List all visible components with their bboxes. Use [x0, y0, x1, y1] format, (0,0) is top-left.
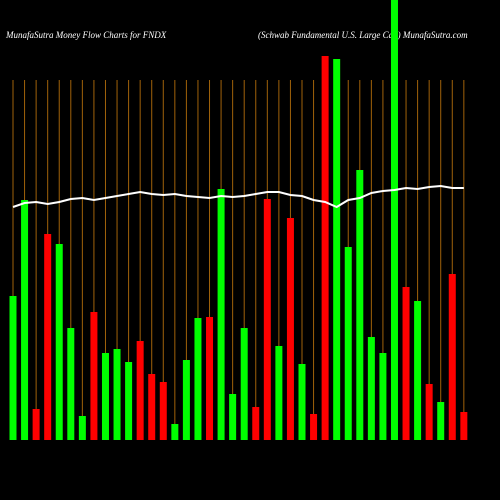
bar [460, 412, 468, 440]
bar [159, 382, 167, 440]
bar [344, 247, 352, 440]
bar [390, 0, 398, 440]
bar [90, 312, 98, 440]
chart-title: MunafaSutra Money Flow Charts for FNDX [5, 30, 167, 40]
bar [206, 317, 214, 440]
bar [252, 407, 260, 440]
bar [437, 402, 445, 440]
bar [275, 346, 283, 440]
bar [101, 353, 109, 440]
bar [171, 424, 179, 440]
bar [136, 341, 144, 440]
bar [298, 364, 306, 440]
bar [286, 218, 294, 440]
bar [44, 234, 52, 440]
bar [379, 353, 387, 440]
bar [263, 199, 271, 440]
bar [310, 414, 318, 440]
bar [333, 59, 341, 440]
bar [125, 362, 133, 440]
bar [217, 189, 225, 440]
bar [21, 200, 29, 440]
bar [9, 296, 17, 440]
bar [448, 274, 456, 440]
bar [402, 287, 410, 440]
bar [148, 374, 156, 440]
bar [321, 56, 329, 440]
bar [229, 394, 237, 440]
money-flow-line [12, 184, 464, 209]
bar [182, 360, 190, 440]
chart-subtitle: (Schwab Fundamental U.S. Large Cap) Muna… [258, 30, 468, 40]
bar [425, 384, 433, 440]
bar [67, 328, 75, 440]
bar [367, 337, 375, 440]
bar [240, 328, 248, 440]
bar [194, 318, 202, 440]
bar [414, 301, 422, 440]
bar [356, 170, 364, 440]
bar [78, 416, 86, 440]
bar [113, 349, 121, 440]
bar [32, 409, 40, 440]
bar [55, 244, 63, 440]
